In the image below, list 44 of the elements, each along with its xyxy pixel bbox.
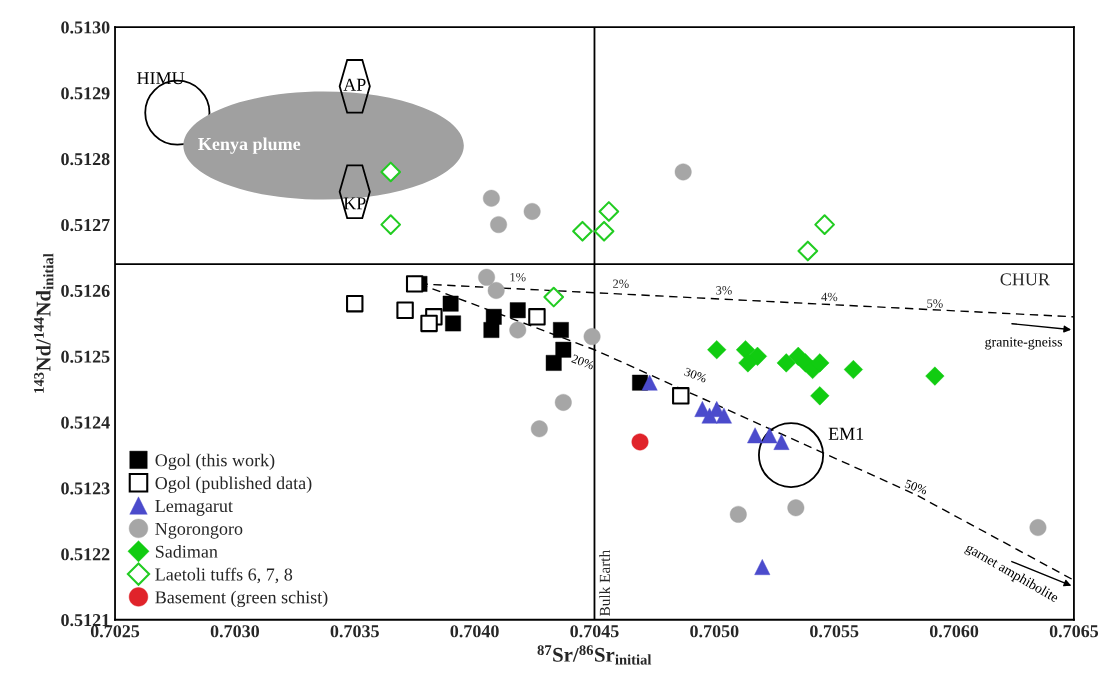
- x-tick-label: 0.7030: [210, 625, 260, 638]
- annotation: 5%: [927, 299, 943, 308]
- y-tick-label: 0.5124: [61, 416, 110, 429]
- x-tick-label: 0.7045: [570, 625, 619, 638]
- legend-label: Ngorongoro: [155, 522, 243, 539]
- legend-label: Sadiman: [155, 545, 218, 558]
- annotation: 4%: [821, 292, 838, 302]
- annotation: AP: [343, 78, 366, 91]
- ref-line-label: Bulk Earth: [599, 550, 611, 617]
- y-tick-label: 0.5126: [61, 284, 110, 297]
- annotation: granite-gneiss: [985, 337, 1063, 350]
- x-tick-label: 0.7065: [1049, 625, 1099, 638]
- y-tick-label: 0.5122: [61, 548, 110, 561]
- y-axis-title: $^{143}$Nd/$^{144}$Nd$_{initial}$: [34, 253, 54, 393]
- annotation: 2%: [613, 279, 629, 288]
- annotation: 50%: [904, 479, 928, 495]
- y-tick-label: 0.5123: [61, 482, 110, 495]
- y-tick-label: 0.5129: [61, 87, 110, 100]
- x-tick-label: 0.7060: [929, 625, 979, 638]
- legend-label: Ogol (published data): [155, 476, 312, 493]
- annotation: Kenya plume: [198, 137, 301, 154]
- x-axis-title: $^{87}$Sr/$^{86}$Sr$_{initial}$: [537, 645, 652, 665]
- legend-label: Ogol (this work): [155, 453, 275, 471]
- y-tick-label: 0.5127: [61, 218, 110, 232]
- y-tick-label: 0.5130: [61, 21, 110, 34]
- x-tick-label: 0.7055: [810, 625, 859, 638]
- annotation: KP: [343, 197, 366, 210]
- annotation: 1%: [510, 272, 526, 282]
- y-tick-label: 0.5121: [61, 614, 110, 627]
- legend-label: Basement (green schist): [155, 590, 328, 608]
- annotation: 30%: [683, 367, 708, 383]
- x-tick-label: 0.7040: [450, 625, 499, 638]
- annotation: EM1: [828, 427, 864, 440]
- annotation: 20%: [571, 354, 595, 370]
- ref-line-label: CHUR: [1000, 273, 1050, 286]
- legend-label: Lemagarut: [155, 500, 233, 516]
- annotation: 3%: [716, 286, 732, 295]
- annotation: HIMU: [137, 72, 185, 85]
- y-tick-label: 0.5125: [61, 350, 110, 363]
- x-tick-label: 0.7050: [690, 625, 739, 638]
- legend-label: Laetoli tuffs 6, 7, 8: [155, 567, 293, 584]
- x-tick-label: 0.7025: [90, 625, 140, 638]
- x-tick-label: 0.7035: [330, 625, 379, 638]
- y-tick-label: 0.5128: [61, 153, 110, 166]
